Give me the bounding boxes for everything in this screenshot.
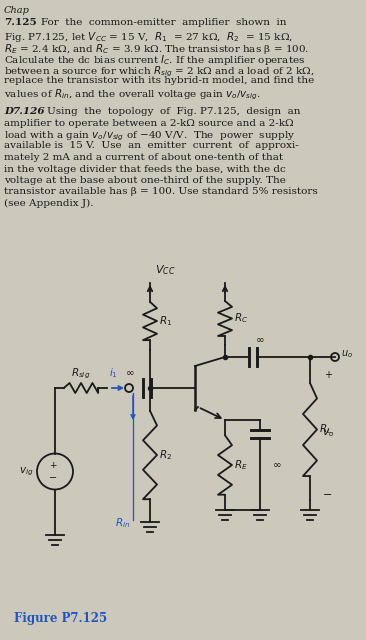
Text: $v_o$: $v_o$ <box>322 428 334 440</box>
Text: $R_{sig}$: $R_{sig}$ <box>71 367 91 381</box>
Text: 7.126: 7.126 <box>13 107 46 116</box>
Text: −: − <box>323 490 333 500</box>
Text: $R_1$: $R_1$ <box>159 314 172 328</box>
Text: mately 2 mA and a current of about one-tenth of that: mately 2 mA and a current of about one-t… <box>4 153 283 162</box>
Text: Fig. P7.125, let $V_{CC}$ = 15 V,  $R_1$  = 27 kΩ,  $R_2$  = 15 kΩ,: Fig. P7.125, let $V_{CC}$ = 15 V, $R_1$ … <box>4 30 293 44</box>
Text: $\infty$: $\infty$ <box>272 461 281 470</box>
Text: $R_{in}$: $R_{in}$ <box>115 516 130 530</box>
Text: in the voltage divider that feeds the base, with the dc: in the voltage divider that feeds the ba… <box>4 164 286 173</box>
Text: $R_E$: $R_E$ <box>234 458 248 472</box>
Text: values of $R_{in}$, and the overall voltage gain $v_o$/$v_{sig}$.: values of $R_{in}$, and the overall volt… <box>4 88 261 102</box>
Text: Calculate the dc bias current $I_C$. If the amplifier operates: Calculate the dc bias current $I_C$. If … <box>4 53 305 67</box>
Text: $i_1$: $i_1$ <box>109 366 117 380</box>
Text: amplifier to operate between a 2-kΩ source and a 2-kΩ: amplifier to operate between a 2-kΩ sour… <box>4 118 294 127</box>
Text: 7.125: 7.125 <box>4 18 37 27</box>
Text: +: + <box>324 370 332 380</box>
Text: $v_{ig}$: $v_{ig}$ <box>19 465 33 477</box>
Text: voltage at the base about one-third of the supply. The: voltage at the base about one-third of t… <box>4 176 286 185</box>
Text: replace the transistor with its hybrid-π model, and find the: replace the transistor with its hybrid-π… <box>4 76 314 85</box>
Text: transistor available has β = 100. Use standard 5% resistors: transistor available has β = 100. Use st… <box>4 188 318 196</box>
Text: (see Appendix J).: (see Appendix J). <box>4 199 93 208</box>
Text: Chap: Chap <box>4 6 30 15</box>
Text: $R_C$: $R_C$ <box>234 312 248 325</box>
Text: load with a gain $v_o$/$v_{sig}$ of −40 V/V.  The  power  supply: load with a gain $v_o$/$v_{sig}$ of −40 … <box>4 130 295 143</box>
Text: −: − <box>49 474 57 483</box>
Text: available is  15 V.  Use  an  emitter  current  of  approxi-: available is 15 V. Use an emitter curren… <box>4 141 299 150</box>
Text: $\infty$: $\infty$ <box>255 335 265 344</box>
Text: $u_o$: $u_o$ <box>341 348 353 360</box>
Text: between a source for which $R_{sig}$ = 2 kΩ and a load of 2 kΩ,: between a source for which $R_{sig}$ = 2… <box>4 65 315 79</box>
Text: $V_{CC}$: $V_{CC}$ <box>155 263 175 277</box>
Text: $R_2$: $R_2$ <box>159 448 172 462</box>
Text: +: + <box>49 461 57 470</box>
Text: For  the  common-emitter  amplifier  shown  in: For the common-emitter amplifier shown i… <box>41 18 287 27</box>
Text: D: D <box>4 107 13 116</box>
Text: $R_L$: $R_L$ <box>319 422 332 436</box>
Text: Using  the  topology  of  Fig. P7.125,  design  an: Using the topology of Fig. P7.125, desig… <box>47 107 300 116</box>
Text: $\infty$: $\infty$ <box>125 368 135 377</box>
Text: $R_E$ = 2.4 kΩ, and $R_C$ = 3.9 kΩ. The transistor has β = 100.: $R_E$ = 2.4 kΩ, and $R_C$ = 3.9 kΩ. The … <box>4 42 309 56</box>
Text: Figure P7.125: Figure P7.125 <box>14 612 107 625</box>
